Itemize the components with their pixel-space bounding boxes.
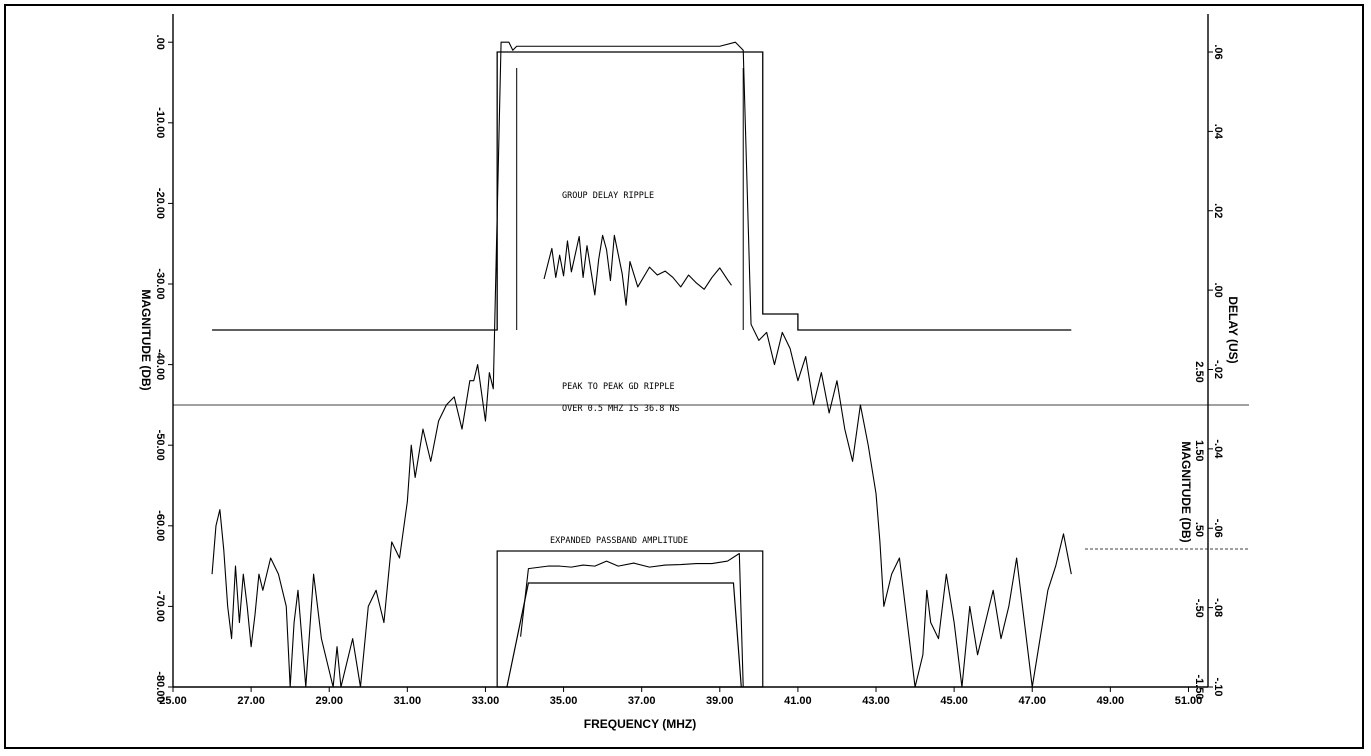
delay-tick-label: -.08 xyxy=(1212,598,1224,617)
chart-frame xyxy=(4,4,1364,749)
delay-tick-label: -.06 xyxy=(1212,519,1224,538)
group-delay-label: GROUP DELAY RIPPLE xyxy=(562,191,654,201)
y-axis-label-magnitude: MAGNITUDE (DB) xyxy=(139,289,153,390)
passband-tick-label: 2.50 xyxy=(1193,361,1205,382)
x-tick-label: 31.00 xyxy=(394,695,422,707)
delay-tick-label: -.10 xyxy=(1212,678,1224,697)
expanded-passband-label: EXPANDED PASSBAND AMPLITUDE xyxy=(550,536,688,546)
x-tick-label: 51.00 xyxy=(1175,695,1203,707)
y-tick-label: -20.00 xyxy=(154,188,166,219)
y-axis-label-passband-magnitude: MAGNITUDE (DB) xyxy=(1179,441,1193,542)
y-tick-label: -60.00 xyxy=(154,510,166,541)
y-tick-label: -50.00 xyxy=(154,430,166,461)
passband-tick-label: -.50 xyxy=(1193,599,1205,618)
x-axis-label: FREQUENCY (MHZ) xyxy=(584,717,696,731)
peak-ripple-label-1: PEAK TO PEAK GD RIPPLE xyxy=(562,382,675,392)
delay-limit-mask xyxy=(212,51,1072,331)
magnitude-series-line xyxy=(211,41,1072,688)
x-tick-label: 27.00 xyxy=(237,695,265,707)
delay-tick-label: .00 xyxy=(1212,282,1224,297)
x-tick-label: 47.00 xyxy=(1018,695,1046,707)
x-tick-label: 37.00 xyxy=(628,695,656,707)
peak-ripple-label-2: OVER 0.5 MHZ IS 36.8 NS xyxy=(562,404,680,414)
y-tick-label: .00 xyxy=(154,35,166,50)
x-tick-label: 49.00 xyxy=(1097,695,1125,707)
passband-tick-label: 1.50 xyxy=(1193,440,1205,461)
x-tick-label: 41.00 xyxy=(784,695,812,707)
passband-tick-label: -1.50 xyxy=(1193,674,1205,699)
x-tick-label: 33.00 xyxy=(472,695,500,707)
delay-tick-label: -.02 xyxy=(1212,360,1224,379)
delay-tick-label: .02 xyxy=(1212,203,1224,218)
y-tick-label: -10.00 xyxy=(154,107,166,138)
delay-tick-label: .04 xyxy=(1212,124,1224,140)
y-tick-label: -40.00 xyxy=(154,349,166,380)
delay-tick-label: -.04 xyxy=(1212,439,1224,459)
passband-tick-label: .50 xyxy=(1193,522,1205,537)
delay-tick-label: .06 xyxy=(1212,44,1224,59)
y-tick-label: -30.00 xyxy=(154,268,166,299)
expanded-passband-series-line xyxy=(520,552,744,688)
y-tick-label: -80.00 xyxy=(154,671,166,702)
x-tick-label: 25.00 xyxy=(159,695,187,707)
x-tick-label: 45.00 xyxy=(940,695,968,707)
y-axis-label-delay: DELAY (US) xyxy=(1226,296,1240,363)
x-tick-label: 43.00 xyxy=(862,695,890,707)
x-tick-label: 35.00 xyxy=(550,695,578,707)
x-tick-label: 39.00 xyxy=(706,695,734,707)
expanded-passband-box xyxy=(496,550,764,688)
expanded-passband-mask xyxy=(506,582,742,688)
x-tick-label: 29.00 xyxy=(315,695,343,707)
y-tick-label: -70.00 xyxy=(154,591,166,622)
group-delay-series-line xyxy=(543,234,732,306)
